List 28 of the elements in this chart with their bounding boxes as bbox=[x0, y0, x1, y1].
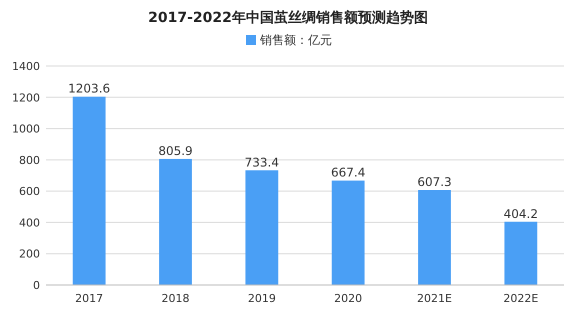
data-label: 1203.6 bbox=[68, 82, 110, 96]
y-tick-label: 0 bbox=[33, 279, 40, 292]
data-label: 667.4 bbox=[330, 166, 366, 180]
y-tick-label: 200 bbox=[19, 248, 40, 261]
bar bbox=[245, 170, 278, 285]
bar bbox=[159, 158, 192, 285]
x-tick-label: 2018 bbox=[162, 292, 190, 305]
y-tick-label: 600 bbox=[19, 185, 40, 198]
y-tick-label: 1200 bbox=[12, 91, 40, 104]
legend-label: 销售额：亿元 bbox=[259, 33, 332, 47]
x-tick-label: 2021E bbox=[417, 292, 452, 305]
x-tick-label: 2017 bbox=[75, 292, 104, 305]
data-label: 404.2 bbox=[504, 206, 538, 221]
x-tick-label: 2020 bbox=[334, 292, 362, 305]
x-tick-label: 2019 bbox=[248, 292, 276, 305]
data-label: 607.3 bbox=[417, 175, 452, 189]
y-tick-label: 1000 bbox=[12, 122, 40, 136]
bar bbox=[504, 222, 538, 285]
chart-title: 2017-2022年中国茧丝绸销售额预测趋势图 bbox=[148, 9, 428, 26]
y-tick-label: 400 bbox=[19, 216, 40, 230]
y-tick-label: 1400 bbox=[12, 60, 40, 73]
bar bbox=[72, 96, 106, 285]
data-label: 733.4 bbox=[244, 155, 280, 170]
y-tick-label: 800 bbox=[19, 154, 40, 167]
data-label: 805.9 bbox=[158, 144, 193, 158]
x-tick-label: 2022E bbox=[503, 292, 538, 305]
bar bbox=[332, 180, 365, 285]
bar bbox=[418, 190, 451, 285]
